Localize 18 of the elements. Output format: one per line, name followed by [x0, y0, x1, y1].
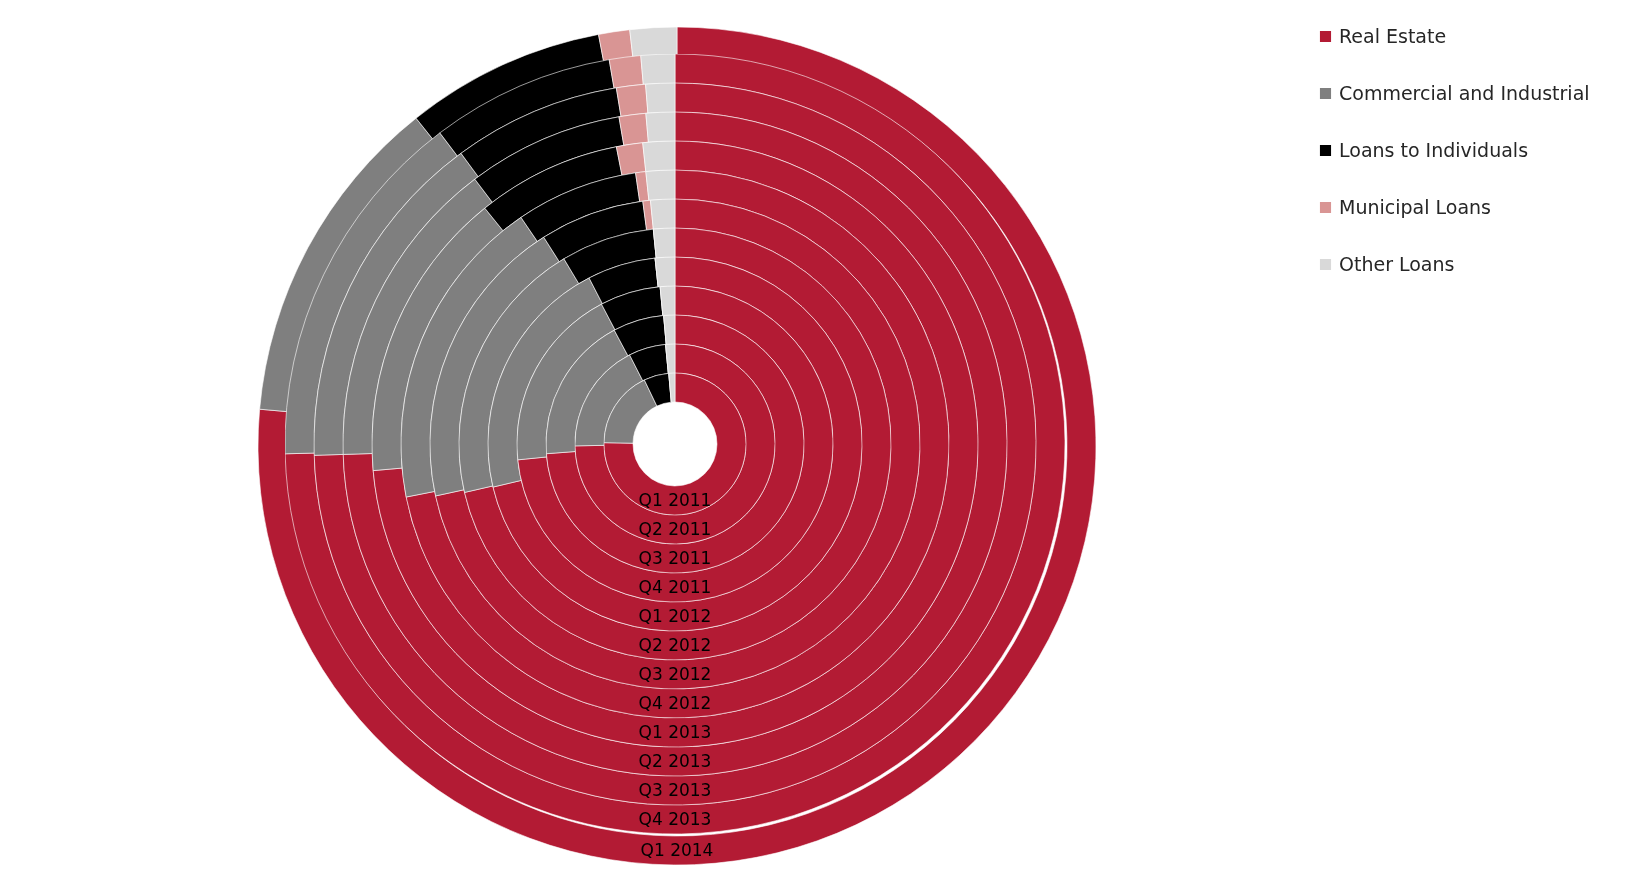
legend-label: Loans to Individuals: [1339, 138, 1529, 161]
slice-label: Q3 2013: [638, 779, 712, 800]
slice-label: Q1 2012: [638, 605, 712, 626]
slice-label: Q4 2013: [638, 808, 712, 829]
slice-label: Q1 2014: [640, 839, 714, 860]
slice-label: Q1 2013: [638, 721, 712, 742]
slice-label: Q3 2011: [638, 547, 712, 568]
slice-label: Q1 2011: [638, 489, 712, 510]
legend-label: Commercial and Industrial: [1339, 81, 1590, 104]
legend-label: Other Loans: [1339, 252, 1455, 275]
slice-label: Q2 2012: [638, 634, 712, 655]
slice-label: Q4 2012: [638, 692, 712, 713]
legend-label: Real Estate: [1339, 24, 1447, 47]
slice-label: Q2 2011: [638, 518, 712, 539]
legend-label: Municipal Loans: [1339, 195, 1491, 218]
slice-label: Q4 2011: [638, 576, 712, 597]
slice-label: Q2 2013: [638, 750, 712, 771]
slice-label: Q3 2012: [638, 663, 712, 684]
